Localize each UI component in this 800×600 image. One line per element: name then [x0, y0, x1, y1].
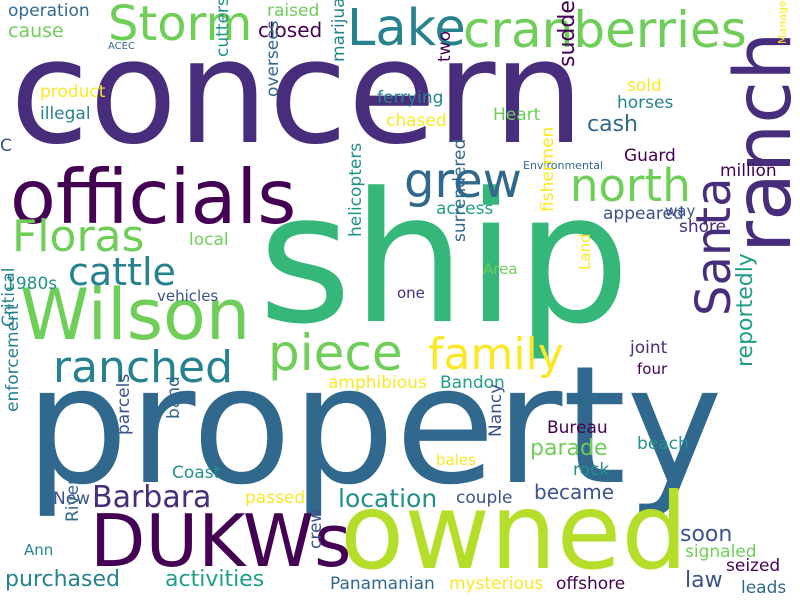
- word-nancy: Nancy: [486, 383, 506, 437]
- word-acec: ACEC: [108, 41, 135, 52]
- word-vehicles: vehicles: [157, 287, 219, 305]
- word-family: family: [428, 329, 564, 380]
- word-one: one: [397, 284, 425, 302]
- word-storm: Storm: [108, 0, 253, 52]
- word-closed: closed: [258, 18, 323, 42]
- word-ship: ship: [258, 155, 631, 364]
- word-new: New: [53, 489, 91, 509]
- word-north: north: [570, 159, 691, 212]
- word-owned: owned: [340, 471, 688, 593]
- word-operation: operation: [8, 1, 90, 21]
- word-purchased: purchased: [5, 567, 120, 592]
- word-cattle: cattle: [68, 250, 176, 294]
- word-wilson: Wilson: [20, 274, 251, 356]
- word-land: Land: [576, 233, 594, 270]
- word-soon: soon: [680, 522, 733, 547]
- word-couple: couple: [456, 488, 513, 508]
- word-beach: beach: [637, 434, 689, 454]
- word-surrendered: surrendered: [450, 138, 470, 242]
- word-shore: shore: [679, 217, 727, 237]
- word-illegal: illegal: [40, 104, 91, 124]
- word-rock: rock: [573, 460, 610, 480]
- word-four: four: [637, 360, 668, 378]
- word-river: River: [63, 477, 83, 522]
- word-appeared: appeared: [603, 204, 684, 224]
- word-environmental: Environmental: [523, 159, 604, 172]
- word-amphibious: amphibious: [328, 373, 427, 393]
- word-dukws: DUKWs: [90, 499, 352, 583]
- word-band: band: [164, 376, 184, 419]
- word-oversees: oversees: [263, 20, 283, 97]
- word-became: became: [534, 480, 615, 504]
- word-management: Management: [776, 0, 789, 44]
- word-c: C: [0, 136, 12, 156]
- word-barbara: Barbara: [92, 480, 212, 515]
- word-piece: piece: [268, 324, 403, 382]
- word-area: Area: [483, 260, 518, 278]
- word-joint: joint: [630, 338, 668, 358]
- word-crew: crew: [306, 508, 326, 549]
- word-mysterious: mysterious: [449, 574, 544, 594]
- word-coast: Coast: [172, 463, 221, 483]
- word-way: way: [665, 202, 696, 220]
- word-bureau: Bureau: [547, 418, 608, 438]
- word-chased: chased: [386, 111, 447, 131]
- word-lake: Lake: [347, 0, 466, 58]
- word-seized: seized: [726, 556, 781, 576]
- word-cranberries: cranberries: [463, 1, 747, 59]
- word-horses: horses: [617, 93, 674, 113]
- word-signaled: signaled: [685, 542, 757, 562]
- word-cutters: cutters: [213, 0, 233, 57]
- word-property: property: [25, 332, 723, 521]
- word-panamanian: Panamanian: [330, 574, 435, 594]
- word-bandon: Bandon: [440, 373, 505, 393]
- word-fishermen: fishermen: [538, 126, 558, 212]
- word-suddenly: suddenly: [555, 0, 580, 67]
- word-activities: activities: [165, 567, 265, 592]
- word-local: local: [189, 230, 229, 250]
- word-cash: cash: [587, 112, 638, 137]
- word-helicopters: helicopters: [346, 142, 366, 237]
- word-1980s: 1980s: [5, 274, 58, 294]
- word-cause: cause: [8, 20, 64, 42]
- word-parade: parade: [530, 436, 608, 461]
- word-floras: Floras: [12, 211, 145, 262]
- word-access: access: [436, 199, 494, 219]
- word-million: million: [720, 161, 777, 181]
- word-product: product: [40, 82, 106, 102]
- word-bales: bales: [436, 451, 476, 469]
- word-law: law: [685, 568, 723, 593]
- word-concern: concern: [10, 8, 585, 176]
- word-grew: grew: [404, 153, 522, 209]
- word-raised: raised: [267, 1, 320, 21]
- word-passed: passed: [245, 488, 306, 508]
- word-ann: Ann: [24, 541, 54, 559]
- word-marijuana: marijuana: [329, 0, 349, 62]
- word-ranched: ranched: [53, 342, 234, 393]
- word-ferrying: ferrying: [377, 88, 444, 108]
- word-guard: Guard: [624, 146, 676, 166]
- word-location: location: [338, 484, 438, 513]
- word-parcels: parcels: [114, 373, 134, 435]
- word-enforcement: enforcement: [3, 303, 23, 413]
- word-heart: Heart: [493, 105, 541, 125]
- word-sold: sold: [627, 76, 662, 96]
- word-santa: Santa: [686, 177, 742, 316]
- word-two: two: [435, 31, 455, 62]
- word-leads: leads: [741, 578, 787, 598]
- word-officials: officials: [10, 153, 297, 241]
- word-reportedly: reportedly: [733, 253, 758, 367]
- word-offshore: offshore: [556, 574, 626, 594]
